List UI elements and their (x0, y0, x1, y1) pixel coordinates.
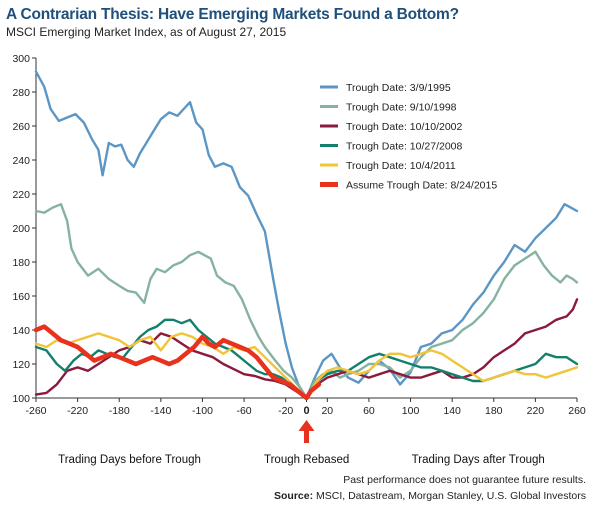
chart-series (33, 70, 579, 401)
x-tick-label: -180 (109, 405, 130, 417)
disclaimer: Past performance does not guarantee futu… (343, 474, 586, 486)
x-section-label-rebased: Trough Rebased (264, 454, 350, 466)
x-tick-label: 100 (402, 405, 420, 417)
y-tick-label: 300 (12, 53, 30, 65)
trough-arrow-shaft (304, 430, 309, 443)
source-text: MSCI, Datastream, Morgan Stanley, U.S. G… (316, 490, 586, 502)
legend-label-2: Trough Date: 9/10/1998 (346, 102, 457, 114)
trough-marker (298, 420, 315, 443)
legend-label-4: Trough Date: 10/27/2008 (346, 141, 463, 153)
x-section-label-before: Trading Days before Trough (58, 454, 201, 466)
legend-label-1: Trough Date: 3/9/1995 (346, 82, 451, 94)
source-note: Source: MSCI, Datastream, Morgan Stanley… (274, 490, 586, 502)
legend-label-5: Trough Date: 10/4/2011 (346, 160, 456, 172)
y-tick-label: 100 (12, 393, 30, 405)
x-tick-label: -260 (25, 405, 46, 417)
y-tick-label: 180 (12, 257, 30, 269)
x-tick-label: 140 (443, 405, 461, 417)
x-tick-label: 220 (527, 405, 545, 417)
x-tick-label: -20 (278, 405, 293, 417)
y-tick-label: 240 (12, 155, 30, 167)
y-tick-label: 260 (12, 121, 30, 133)
y-tick-label: 200 (12, 223, 30, 235)
x-tick-label: -60 (236, 405, 251, 417)
source-label: Source: (273, 490, 314, 502)
y-tick-label: 220 (12, 189, 30, 201)
x-tick-label: -140 (150, 405, 171, 417)
series-line-1 (34, 70, 579, 400)
y-tick-label: 140 (12, 325, 30, 337)
legend-label-6: Assume Trough Date: 8/24/2015 (346, 180, 497, 192)
y-tick-label: 160 (12, 291, 30, 303)
x-tick-label: 180 (485, 405, 503, 417)
x-tick-label-zero: 0 (303, 405, 309, 417)
series-line-6 (33, 324, 322, 401)
series-line-5 (34, 332, 579, 400)
x-section-label-after: Trading Days after Trough (411, 454, 545, 466)
x-tick-label: 60 (363, 405, 375, 417)
x-tick-label: 260 (568, 405, 586, 417)
chart-title: A Contrarian Thesis: Have Emerging Marke… (6, 6, 459, 23)
series-line-3 (34, 298, 579, 400)
legend-label-3: Trough Date: 10/10/2002 (346, 121, 463, 133)
y-tick-label: 280 (12, 87, 30, 99)
x-tick-label: -220 (67, 405, 88, 417)
x-tick-label: 20 (321, 405, 333, 417)
x-tick-label: -100 (192, 405, 213, 417)
chart-legend: Trough Date: 3/9/1995 Trough Date: 9/10/1… (320, 82, 497, 192)
series-line-4 (34, 318, 579, 400)
chart-subtitle: MSCI Emerging Market Index, as of August… (6, 25, 287, 39)
series-line-2 (34, 203, 579, 400)
trough-arrow-head (298, 420, 315, 431)
y-tick-label: 120 (12, 359, 30, 371)
